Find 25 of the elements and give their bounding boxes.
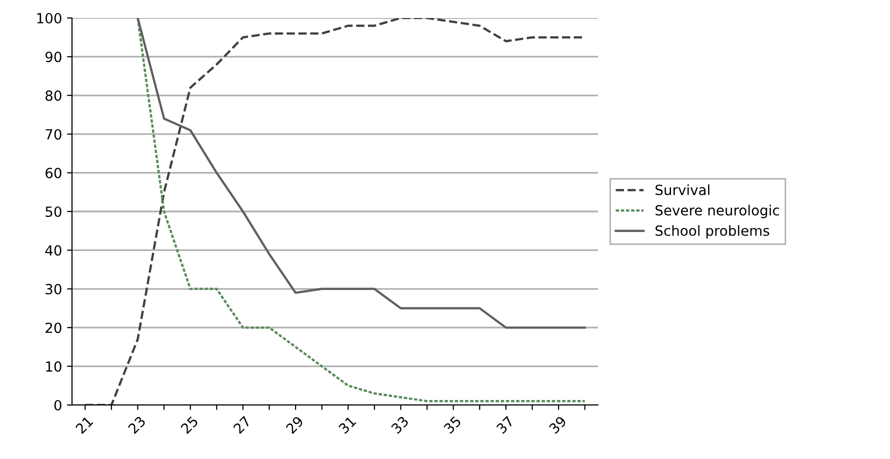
y-tick-label: 30 [46, 284, 62, 294]
y-tick-label: 70 [46, 129, 62, 140]
legend-label: Survival [656, 184, 710, 196]
legend-label: School problems [656, 225, 770, 239]
y-tick-label: 60 [46, 168, 62, 178]
x-tick-label: 27 [232, 416, 252, 434]
y-tick-label: 90 [45, 52, 62, 62]
y-tick-label: 10 [46, 361, 62, 372]
y-tick-label: 40 [45, 245, 62, 256]
legend-label: Severe neurologic [656, 204, 779, 218]
y-tick-label: 20 [46, 322, 62, 334]
line-series [136, 18, 586, 329]
x-tick-label: 35 [443, 416, 462, 434]
x-tick-label: 31 [338, 416, 356, 434]
x-tick-label: 23 [128, 416, 146, 434]
x-tick-label: 37 [496, 416, 514, 434]
x-tick-label: 21 [75, 416, 94, 434]
x-tick-label: 25 [180, 416, 199, 434]
x-tick-label: 33 [390, 416, 410, 434]
y-tick-label: 0 [54, 400, 62, 410]
y-tick-label: 50 [46, 206, 62, 217]
x-tick-label: 39 [548, 416, 567, 434]
y-tick-label: 80 [46, 90, 62, 101]
x-tick-label: 29 [285, 416, 304, 434]
y-tick-label: 100 [37, 12, 62, 24]
